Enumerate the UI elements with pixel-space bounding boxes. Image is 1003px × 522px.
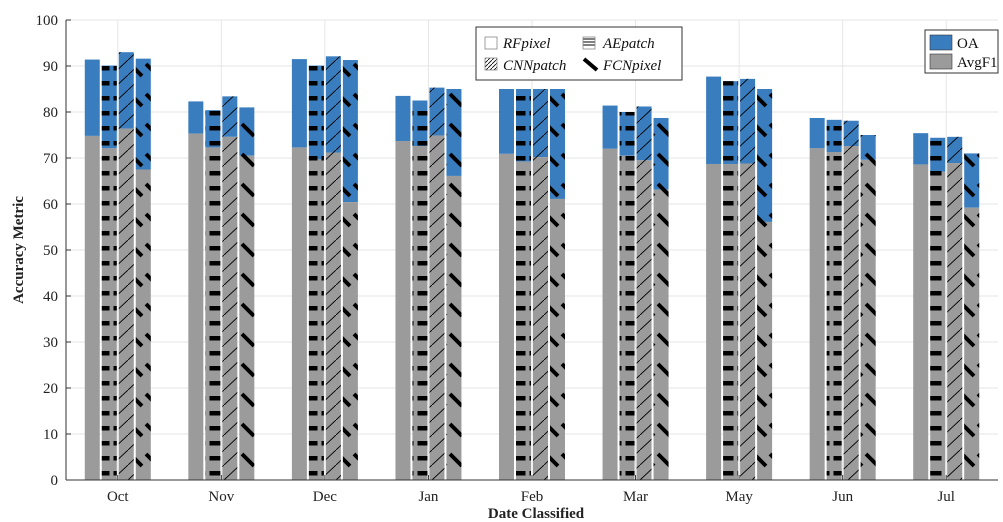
legend-swatch-avgf1 <box>929 53 953 70</box>
bar-oa <box>706 76 722 164</box>
bar-avgf1 <box>188 133 204 480</box>
y-tick-label: 40 <box>43 289 58 305</box>
x-tick-label: Jun <box>832 489 853 505</box>
bar-pattern-cnnpatch <box>636 106 652 480</box>
bar-oa <box>602 105 618 149</box>
bar-pattern-cnnpatch <box>222 96 238 481</box>
x-tick-label: Mar <box>623 489 648 505</box>
legend-label-aepatch: AEpatch <box>602 36 655 52</box>
bar-oa <box>291 59 307 148</box>
bar-pattern-fcnpixel <box>653 117 669 480</box>
bar-avgf1 <box>84 135 100 481</box>
legend-label-rfpixel: RFpixel <box>502 36 550 52</box>
bar-pattern-aepatch <box>308 65 324 480</box>
bar-oa <box>913 133 929 165</box>
bar-pattern-cnnpatch <box>843 120 859 481</box>
methods-legend-box <box>475 26 683 81</box>
x-tick-labels: Oct Nov Dec Jan Feb Mar May Jun Jul <box>107 489 955 505</box>
y-tick-label: 60 <box>43 197 58 213</box>
y-tick-label: 100 <box>36 13 59 29</box>
bar-pattern-aepatch <box>619 112 635 480</box>
bar-pattern-fcnpixel <box>550 89 565 480</box>
legend-label-oa: OA <box>957 36 979 52</box>
legend-swatch-oa <box>929 34 953 51</box>
bar-avgf1 <box>499 153 514 481</box>
bar-pattern-aepatch <box>205 110 221 480</box>
bar-pattern-fcnpixel <box>757 89 773 480</box>
x-tick-label: Dec <box>313 489 337 505</box>
bars-group <box>84 52 980 481</box>
bar-avgf1 <box>809 148 825 480</box>
bar-avgf1 <box>913 164 929 480</box>
bar-avgf1 <box>602 148 618 481</box>
bar-pattern-cnnpatch <box>429 87 445 481</box>
legend-swatch-rfpixel <box>484 36 498 50</box>
bar-pattern-fcnpixel <box>342 60 358 481</box>
x-tick-label: Jul <box>937 489 955 505</box>
x-tick-label: Nov <box>208 489 234 505</box>
bar-pattern-fcnpixel <box>446 89 462 480</box>
y-tick-labels: 0 10 20 30 40 50 60 70 80 90 100 <box>36 13 59 489</box>
bar-pattern-fcnpixel <box>860 135 876 480</box>
grid-lines <box>66 19 998 481</box>
legend-swatch-cnnpatch <box>484 57 498 71</box>
y-tick-label: 90 <box>43 59 58 75</box>
legend-swatch-aepatch <box>582 36 596 50</box>
bar-avgf1 <box>291 147 307 481</box>
legend-label-avgf1: AvgF1 <box>957 55 998 71</box>
bar-oa <box>84 59 100 136</box>
bar-pattern-aepatch <box>930 137 946 480</box>
y-tick-label: 0 <box>51 473 59 489</box>
bar-pattern-cnnpatch <box>740 78 756 480</box>
legend-label-cnnpatch: CNNpatch <box>503 58 566 74</box>
bar-pattern-cnnpatch <box>118 52 134 480</box>
bar-pattern-aepatch <box>412 100 428 480</box>
y-axis-label: Accuracy Metric <box>11 196 27 304</box>
x-tick-label: May <box>725 489 753 505</box>
axes <box>65 19 998 481</box>
bar-pattern-aepatch <box>101 65 117 480</box>
y-tick-label: 70 <box>43 151 58 167</box>
bar-pattern-fcnpixel <box>964 153 980 480</box>
bar-oa <box>188 101 204 134</box>
bar-avgf1 <box>395 140 411 481</box>
bar-avgf1 <box>706 163 722 481</box>
y-tick-label: 80 <box>43 105 58 121</box>
bar-pattern-fcnpixel <box>135 58 151 480</box>
bar-oa <box>395 95 411 141</box>
y-tick-label: 10 <box>43 427 58 443</box>
y-tick-label: 20 <box>43 381 58 397</box>
y-tick-label: 30 <box>43 335 58 351</box>
bar-pattern-fcnpixel <box>239 107 255 481</box>
y-tick-label: 50 <box>43 243 58 259</box>
legend-swatch-fcnpixel <box>582 57 599 72</box>
x-tick-label: Feb <box>521 489 544 505</box>
bar-pattern-aepatch <box>723 81 739 481</box>
x-axis-label: Date Classified <box>488 506 585 522</box>
bar-oa <box>499 89 514 154</box>
metrics-legend: OA AvgF1 <box>924 29 999 74</box>
bar-pattern-cnnpatch <box>325 56 341 481</box>
bar-pattern-cnnpatch <box>947 136 963 480</box>
methods-legend: RFpixel AEpatch CNNpatch FCNpixel <box>475 26 683 81</box>
legend-label-fcnpixel: FCNpixel <box>602 58 661 74</box>
bar-pattern-aepatch <box>826 119 842 480</box>
x-tick-label: Oct <box>107 489 129 505</box>
x-tick-label: Jan <box>418 489 438 505</box>
bar-oa <box>809 117 825 149</box>
bar-pattern-aepatch <box>516 89 531 480</box>
bar-pattern-cnnpatch <box>533 89 548 480</box>
